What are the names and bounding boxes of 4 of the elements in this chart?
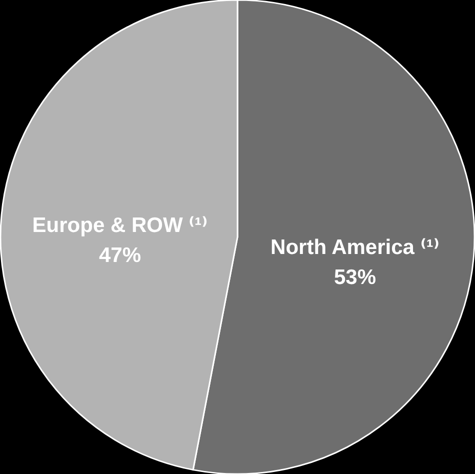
data-label: 47%: [99, 244, 142, 267]
slice-label: North America ⁽¹⁾: [270, 236, 440, 260]
slice-label: Europe & ROW ⁽¹⁾: [32, 214, 208, 237]
data-label: 53%: [334, 266, 376, 290]
